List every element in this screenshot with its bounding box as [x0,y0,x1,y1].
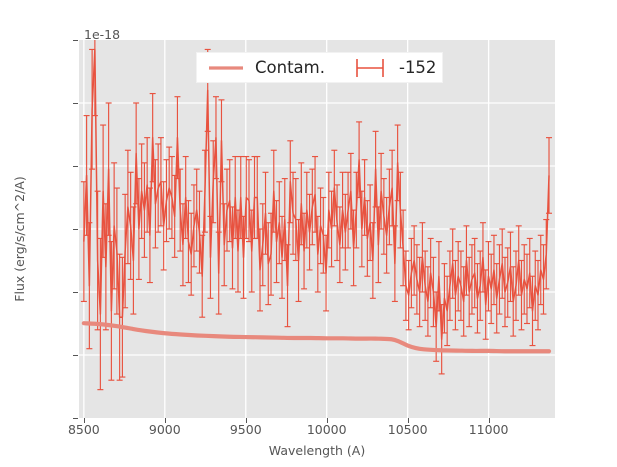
legend-item-contam: Contam. [207,57,325,79]
x-tick-mark [245,418,247,423]
x-axis-label: Wavelength (A) [268,443,366,458]
x-tick-mark [83,418,85,423]
x-tick-label: 8500 [67,422,100,437]
x-tick-label: 9000 [148,422,181,437]
y-tick-mark [73,103,78,104]
legend-errorbar-swatch [356,58,384,77]
y-tick-mark [73,166,78,167]
x-tick-mark [164,418,166,423]
y-tick-mark [73,229,78,230]
legend-line-swatch [209,65,243,70]
x-tick-label: 11000 [468,422,509,437]
y-tick-mark [73,40,78,41]
x-tick-mark [326,418,328,423]
y-tick-mark [73,355,78,356]
x-tick-label: 9500 [229,422,262,437]
data-layer [80,40,553,391]
y-tick-mark [73,292,78,293]
x-tick-label: 10000 [306,422,347,437]
x-tick-mark [407,418,409,423]
legend: Contam. -152 [196,52,443,83]
y-tick-mark [73,418,78,419]
x-tick-label: 10500 [387,422,428,437]
legend-label-152: -152 [398,58,437,77]
grid-layer [79,40,555,418]
x-tick-mark [488,418,490,423]
legend-label-contam: Contam. [255,58,325,77]
plot-area [79,40,555,418]
y-axis-label: Flux (erg/s/cm^2/A) [12,176,27,302]
y-axis-exponent-label: 1e-18 [84,27,121,42]
legend-item-152: -152 [351,57,436,79]
